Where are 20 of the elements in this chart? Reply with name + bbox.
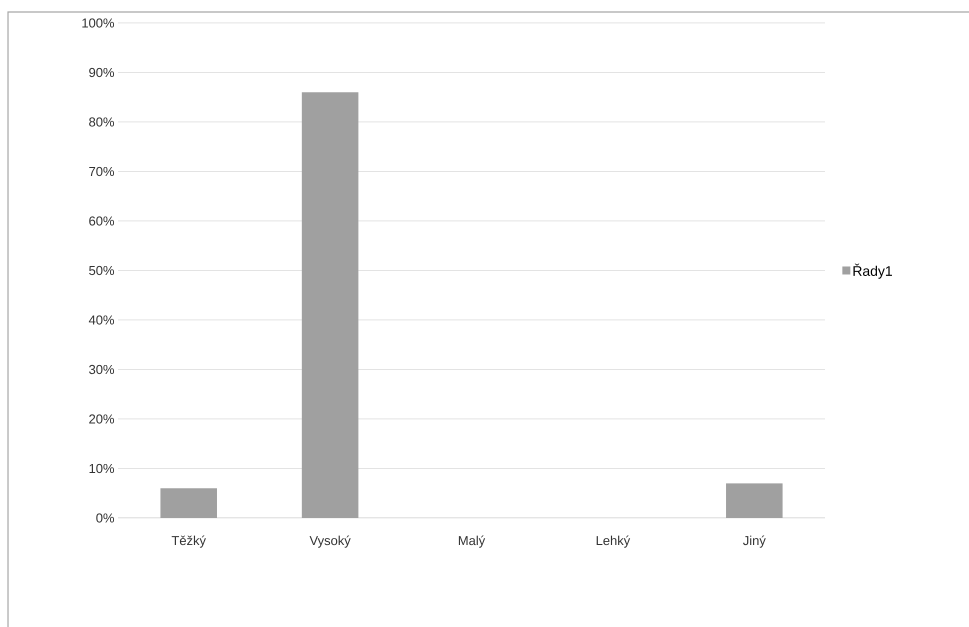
- bar: [302, 92, 358, 518]
- y-tick-label: 0%: [96, 513, 114, 523]
- x-tick-label: Malý: [458, 536, 486, 548]
- y-tick-label: 10%: [90, 464, 114, 474]
- bar: [160, 488, 217, 518]
- x-tick-label: Jiný: [742, 536, 766, 548]
- y-tick-label: 30%: [89, 364, 114, 374]
- y-tick-label: 90%: [89, 68, 114, 78]
- x-tick-label: Vysoký: [310, 536, 351, 548]
- legend-label: Řady1: [853, 264, 892, 279]
- y-tick-label: 60%: [89, 216, 114, 226]
- bar: [726, 483, 783, 518]
- x-tick-label: Lehký: [596, 536, 630, 548]
- x-tick-label: Těžký: [172, 536, 206, 548]
- y-tick-label: 70%: [89, 166, 114, 176]
- y-tick-label: 50%: [89, 266, 114, 276]
- y-tick-label: 80%: [89, 117, 114, 127]
- y-tick-label: 100%: [82, 18, 114, 28]
- y-tick-label: 20%: [89, 414, 114, 424]
- y-tick-label: 40%: [88, 315, 114, 325]
